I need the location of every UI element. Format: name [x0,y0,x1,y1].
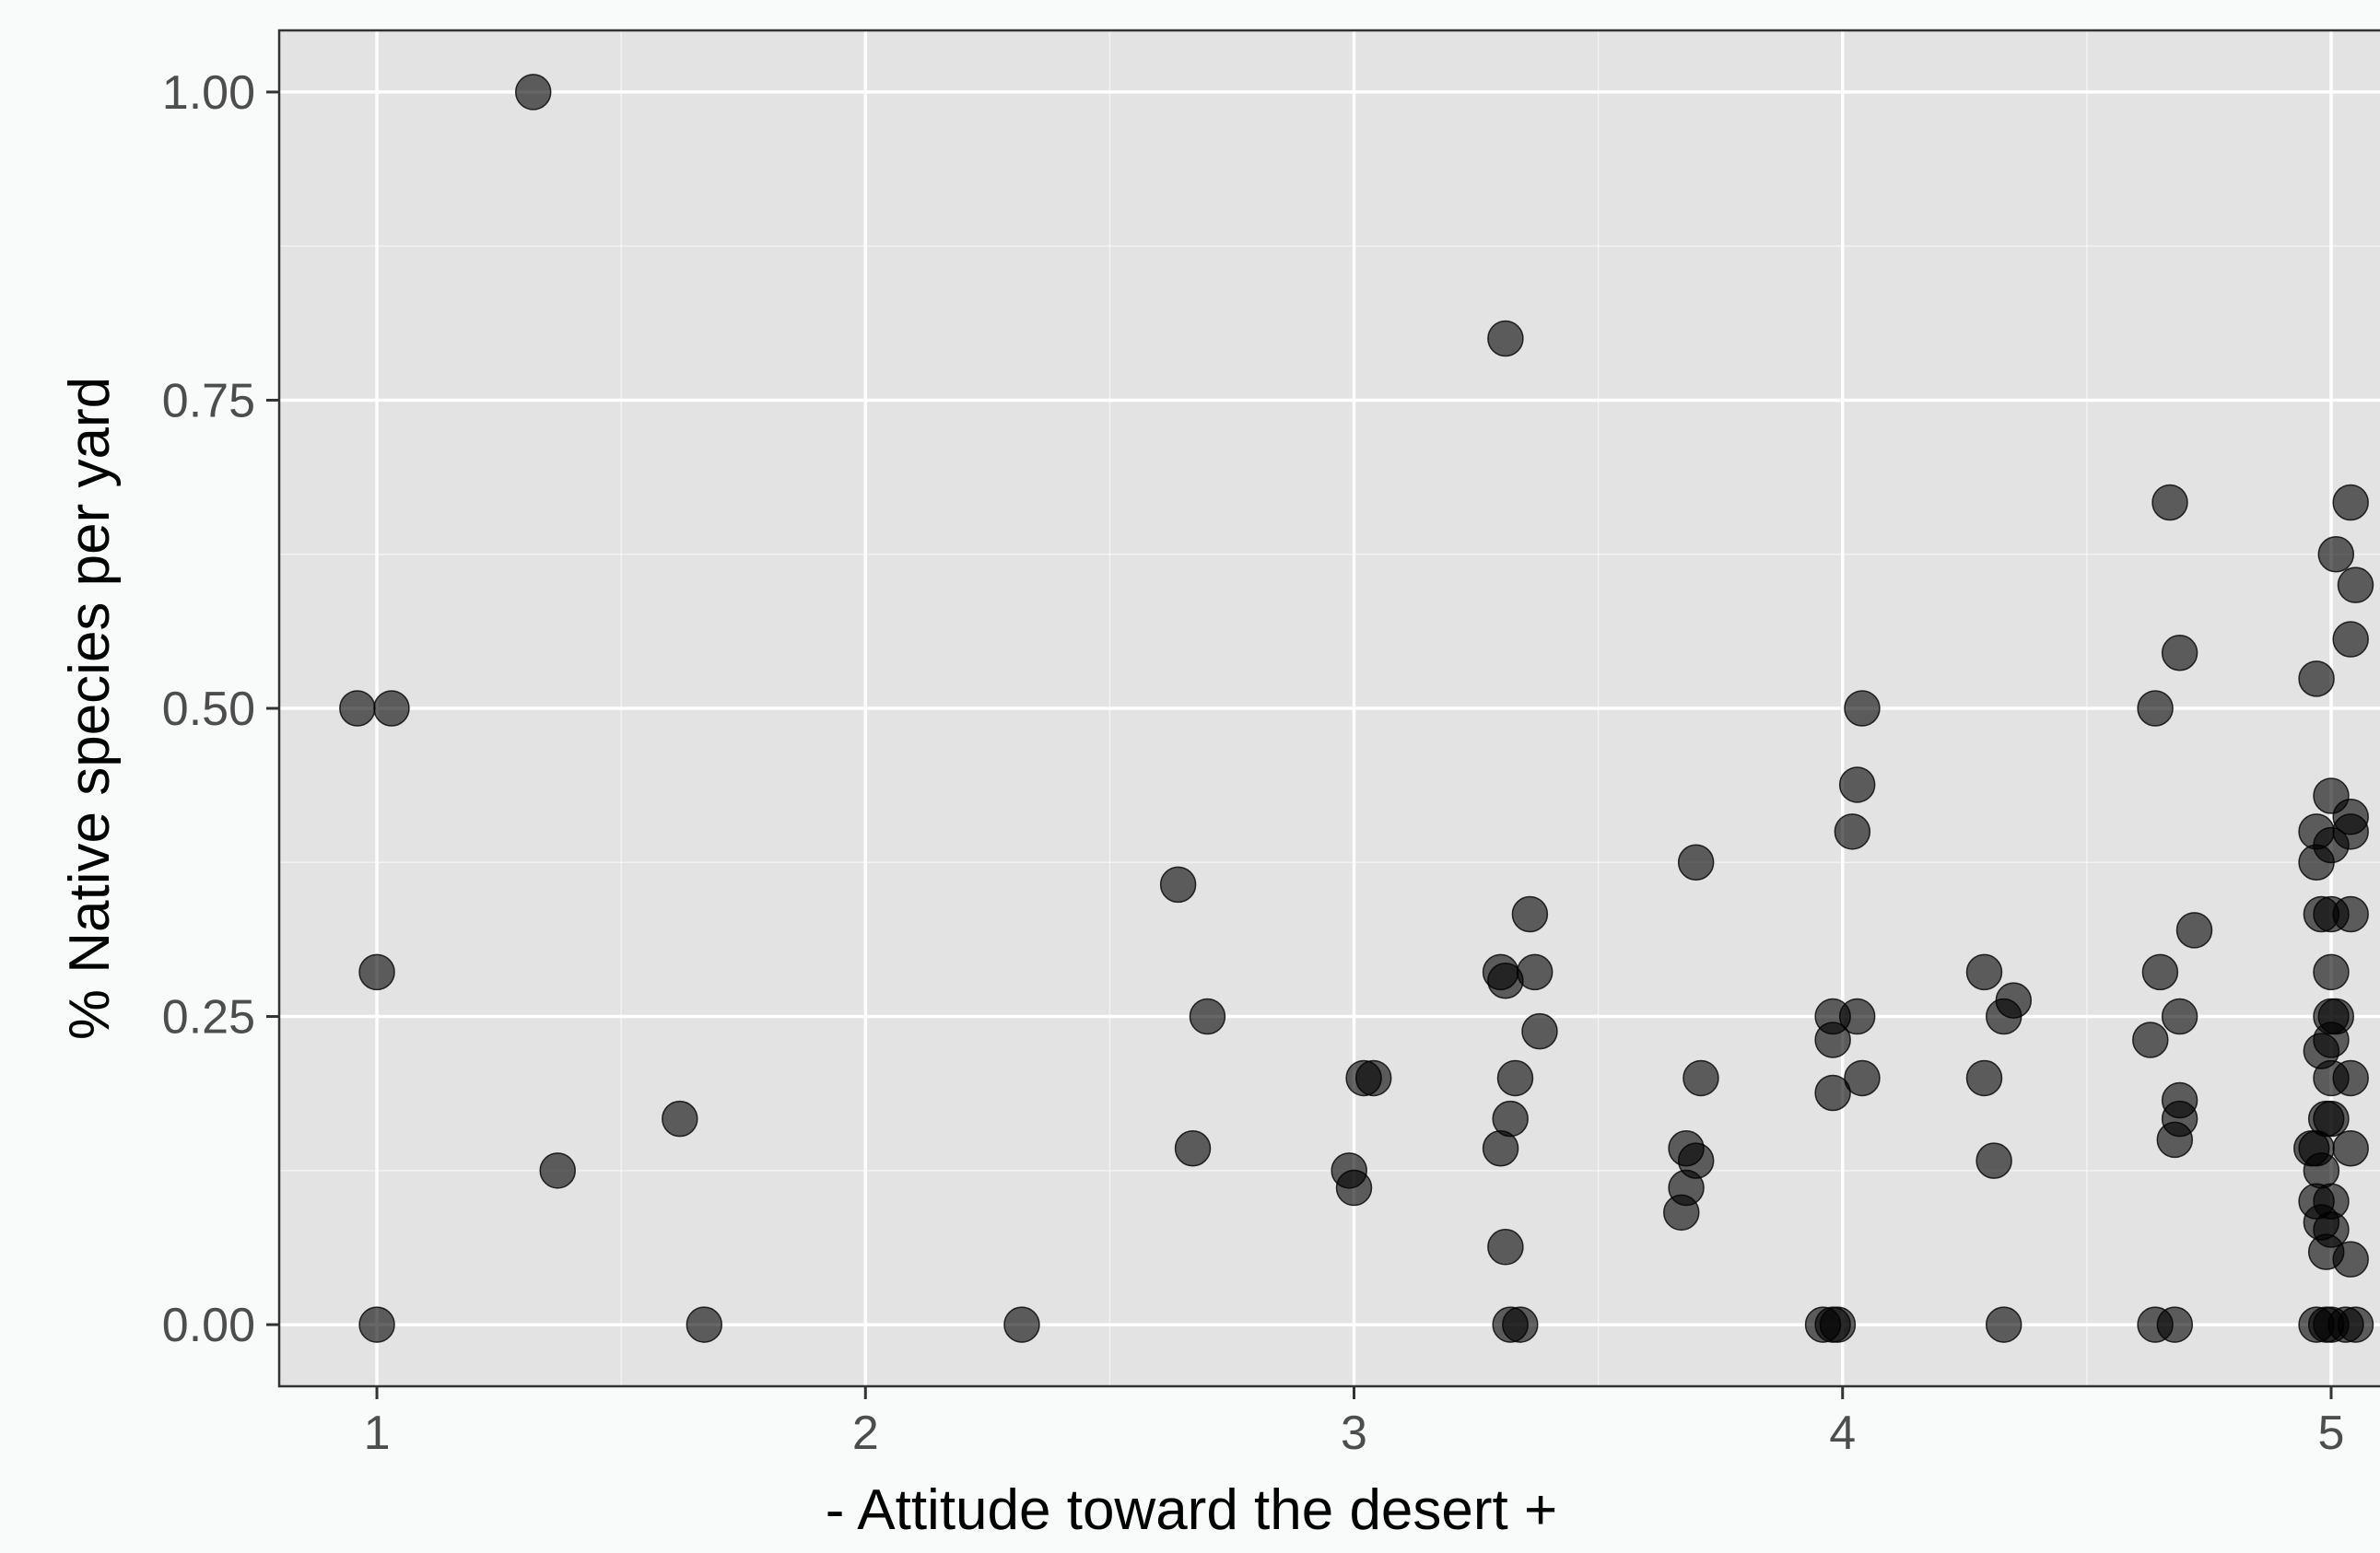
data-point [2298,660,2335,697]
data-point [1985,1306,2022,1343]
data-point [1814,1022,1851,1058]
data-point [1976,1142,2012,1179]
data-point [514,74,552,111]
data-point [358,1306,395,1343]
x-tick-label: 4 [1829,1407,1856,1460]
data-point [1838,766,1876,803]
data-point [1189,998,1226,1035]
x-tick-label: 2 [852,1407,879,1460]
data-point [2303,1152,2340,1189]
data-point [2337,1306,2374,1343]
data-point [2313,953,2350,991]
data-point [2151,484,2188,521]
data-point [1496,1059,1534,1097]
data-point [2298,844,2335,882]
data-point [1844,690,1881,727]
data-point [2332,484,2369,521]
data-point [2161,635,2198,671]
data-point [2332,1129,2369,1167]
data-point [1482,1129,1519,1167]
data-point [2313,1100,2350,1138]
data-point [539,1152,576,1189]
data-point [1521,1012,1558,1050]
x-tick-label: 1 [364,1407,391,1460]
data-point [1003,1306,1040,1343]
data-point [2317,535,2355,573]
data-point [1174,1129,1212,1167]
data-point [1965,1059,2003,1097]
data-point [2156,1306,2194,1343]
data-point [1682,1059,1719,1097]
data-point [686,1306,723,1343]
data-point [1838,998,1876,1035]
data-point [1354,1059,1392,1097]
data-point [1502,1306,1539,1343]
data-point [1965,953,2003,991]
data-point [1677,844,1715,882]
y-tick-label: 0.50 [162,683,255,736]
data-point [2332,1241,2369,1278]
data-point [1511,895,1549,933]
y-tick-label: 0.75 [162,374,255,427]
x-axis-title: - Attitude toward the desert + [826,1478,1557,1542]
data-point [2141,953,2179,991]
data-point [1159,866,1197,904]
data-point [1487,1229,1524,1266]
data-point [2175,912,2213,949]
data-point [2337,566,2374,603]
data-point [2156,1121,2194,1159]
data-point [2332,621,2369,658]
data-points [339,74,2374,1343]
y-tick-label: 1.00 [162,66,255,120]
y-tick-label: 0.25 [162,991,255,1045]
x-tick-label: 5 [2318,1407,2345,1460]
y-axis-title: % Native species per yard [58,377,122,1040]
data-point [1335,1169,1373,1207]
data-point [1516,953,1553,991]
x-axis-ticks: 1 2 3 4 5 [364,1386,2345,1460]
data-point [1487,320,1524,357]
data-point [358,953,395,991]
data-point [1985,998,2022,1035]
data-point [2137,690,2174,727]
data-point [2132,1022,2169,1058]
data-point [2332,895,2369,933]
data-point [662,1100,698,1138]
data-point [1844,1059,1881,1097]
y-tick-label: 0.00 [162,1299,255,1352]
data-point [1834,813,1871,850]
data-point [2332,1059,2369,1097]
x-tick-label: 3 [1341,1407,1367,1460]
data-point [2161,998,2198,1035]
data-point [1819,1306,1857,1343]
data-point [339,690,376,727]
data-point [1814,1074,1851,1112]
data-point [373,690,410,727]
y-axis-ticks: 0.00 0.25 0.50 0.75 1.00 [162,66,279,1352]
data-point [1663,1194,1700,1232]
